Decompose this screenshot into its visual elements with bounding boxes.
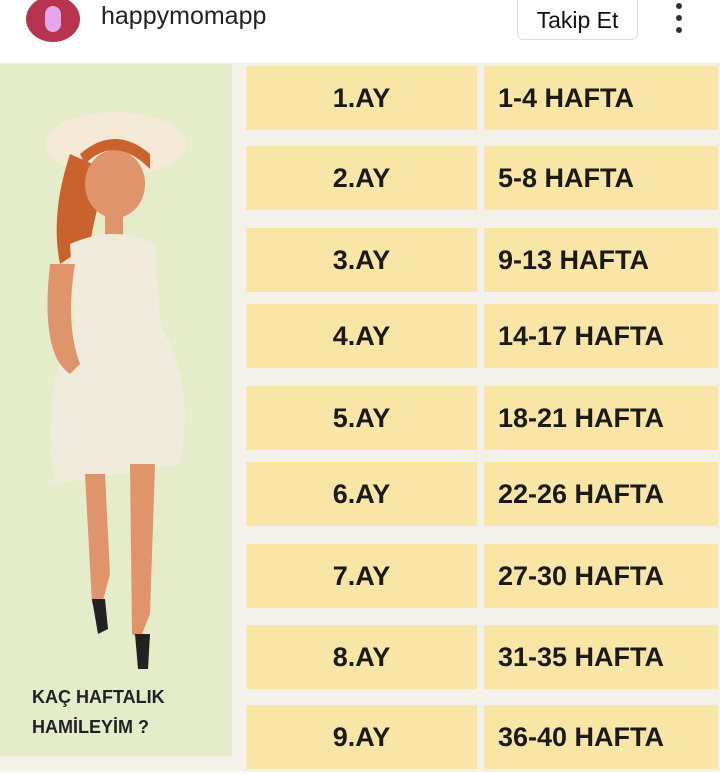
weeks-cell: 9-13 HAFTA	[484, 228, 718, 292]
illustration-panel: KAÇ HAFTALIK HAMİLEYİM ?	[0, 64, 232, 756]
month-cell: 2.AY	[246, 146, 477, 210]
table-row: 3.AY 9-13 HAFTA	[246, 228, 718, 292]
month-cell: 5.AY	[246, 386, 477, 450]
month-cell: 1.AY	[246, 66, 477, 130]
weeks-cell: 31-35 HAFTA	[484, 625, 718, 689]
follow-button[interactable]: Takip Et	[517, 0, 638, 40]
month-cell: 9.AY	[246, 705, 477, 769]
question-line-2: HAMİLEYİM ?	[32, 717, 149, 737]
more-options-icon[interactable]	[670, 0, 688, 36]
month-cell: 7.AY	[246, 544, 477, 608]
table-row: 8.AY 31-35 HAFTA	[246, 625, 718, 689]
weeks-cell: 14-17 HAFTA	[484, 304, 718, 368]
month-cell: 4.AY	[246, 304, 477, 368]
post-header: happymomapp Takip Et	[0, 0, 720, 60]
table-row: 4.AY 14-17 HAFTA	[246, 304, 718, 368]
table-row: 9.AY 36-40 HAFTA	[246, 705, 718, 769]
profile-avatar[interactable]	[26, 0, 80, 42]
table-row: 5.AY 18-21 HAFTA	[246, 386, 718, 450]
month-cell: 8.AY	[246, 625, 477, 689]
question-line-1: KAÇ HAFTALIK	[32, 687, 165, 707]
weeks-cell: 36-40 HAFTA	[484, 705, 718, 769]
weeks-cell: 5-8 HAFTA	[484, 146, 718, 210]
month-cell: 3.AY	[246, 228, 477, 292]
table-row: 7.AY 27-30 HAFTA	[246, 544, 718, 608]
username-link[interactable]: happymomapp	[101, 2, 267, 30]
pregnant-woman-illustration	[45, 112, 185, 669]
post-image: KAÇ HAFTALIK HAMİLEYİM ? 1.AY 1-4 HAFTA 2.…	[0, 62, 720, 772]
baby-logo-icon	[45, 6, 61, 32]
table-row: 2.AY 5-8 HAFTA	[246, 146, 718, 210]
month-cell: 6.AY	[246, 462, 477, 526]
weeks-cell: 18-21 HAFTA	[484, 386, 718, 450]
weeks-cell: 1-4 HAFTA	[484, 66, 718, 130]
table-row: 1.AY 1-4 HAFTA	[246, 66, 718, 130]
weeks-cell: 22-26 HAFTA	[484, 462, 718, 526]
question-text: KAÇ HAFTALIK HAMİLEYİM ?	[32, 682, 165, 742]
weeks-cell: 27-30 HAFTA	[484, 544, 718, 608]
table-row: 6.AY 22-26 HAFTA	[246, 462, 718, 526]
